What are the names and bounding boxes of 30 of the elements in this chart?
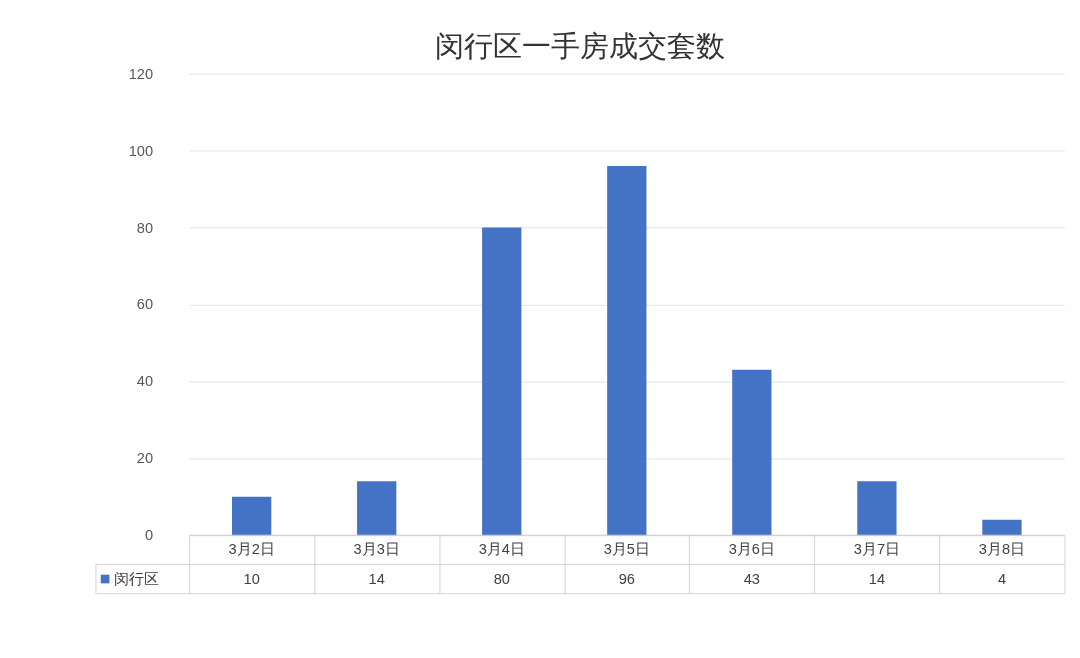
bar — [732, 369, 772, 536]
x-tick-label: 3月4日 — [478, 541, 525, 558]
data-label: 96 — [618, 570, 635, 587]
legend-label: 闵行区 — [114, 570, 160, 587]
y-tick-label: 100 — [128, 142, 154, 159]
data-label: 43 — [743, 570, 760, 587]
bar — [982, 519, 1022, 536]
data-label: 4 — [997, 570, 1007, 587]
y-tick-label: 40 — [136, 373, 154, 390]
bar — [357, 481, 397, 536]
bar — [232, 496, 272, 536]
y-tick-label: 80 — [136, 219, 154, 236]
x-tick-label: 3月3日 — [353, 541, 400, 558]
x-tick-label: 3月6日 — [728, 541, 775, 558]
y-tick-label: 60 — [136, 296, 154, 313]
data-label: 10 — [243, 570, 260, 587]
chart-title: 闵行区一手房成交套数 — [435, 30, 726, 63]
x-tick-label: 3月8日 — [978, 541, 1026, 558]
y-tick-label: 120 — [128, 65, 154, 82]
bar — [482, 227, 522, 536]
x-tick-label: 3月2日 — [228, 541, 275, 558]
data-label: 14 — [868, 570, 886, 587]
data-label: 14 — [368, 570, 385, 587]
x-tick-label: 3月5日 — [603, 541, 650, 558]
data-label: 80 — [493, 570, 510, 587]
x-tick-label: 3月7日 — [853, 541, 901, 558]
y-tick-label: 20 — [136, 450, 154, 467]
bar — [607, 166, 647, 536]
bar — [857, 481, 897, 536]
y-tick-label: 0 — [144, 527, 154, 544]
